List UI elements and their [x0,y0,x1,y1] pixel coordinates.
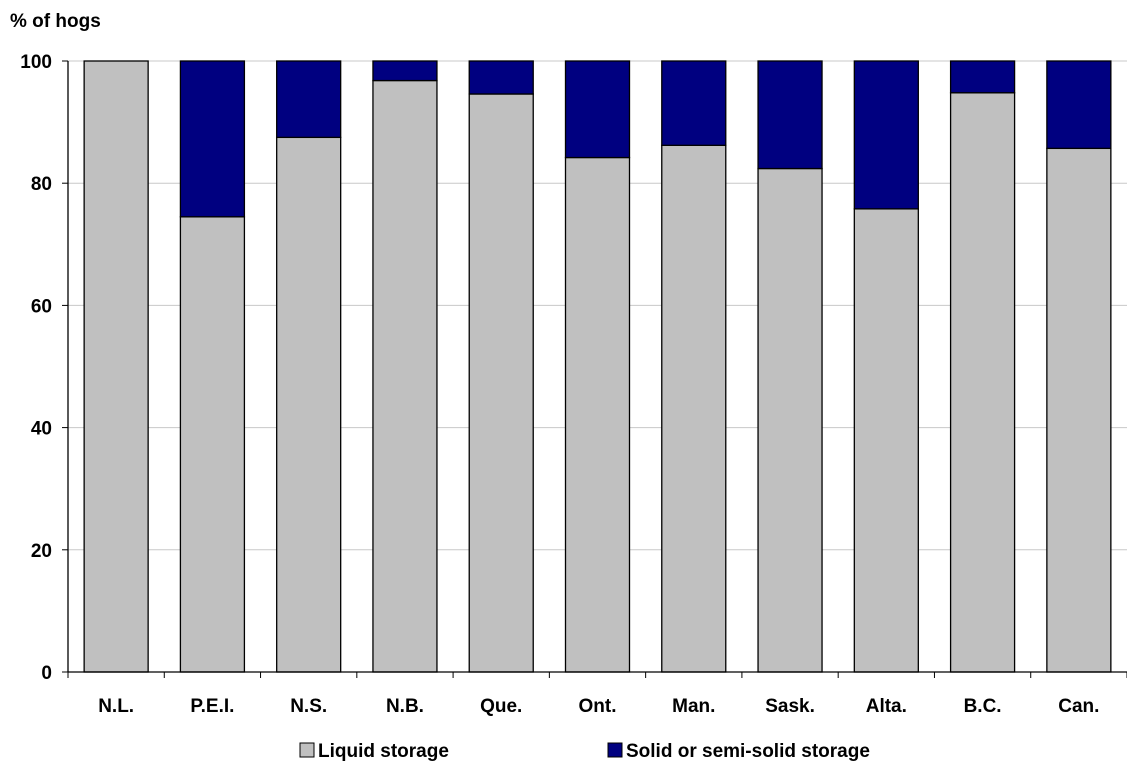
y-tick-labels: 0 20 40 60 80 100 [20,52,52,684]
y-tick-label: 0 [41,663,52,684]
bar-segment [468,93,534,673]
y-tick-label: 40 [31,419,52,440]
legend-swatch [607,742,623,758]
legend-label: Liquid storage [318,741,449,762]
x-tick-label: N.S. [290,696,327,717]
x-tick-labels: N.L. P.E.I. N.S. N.B. Que. Ont. Man. Sask. Alta.… [98,696,1099,717]
bar-segment [179,60,246,218]
bar-segment [564,60,631,159]
y-tick-label: 20 [31,541,52,562]
y-axis-label: % of hogs [10,11,101,32]
bar-segment [1046,60,1112,150]
bar-segment [372,79,438,673]
x-tick-label: P.E.I. [190,696,234,717]
y-tick-label: 100 [20,52,52,73]
legend-label: Solid or semi-solid storage [626,741,870,762]
bar-segment [757,60,823,170]
x-tick-label: Alta. [866,696,907,717]
bar-segment [661,60,727,146]
x-tick-label: N.L. [98,696,134,717]
bar-segment [276,136,342,673]
x-tick-label: B.C. [964,696,1002,717]
axes [67,61,1127,678]
x-tick-label: Ont. [579,696,617,717]
bar-segment [372,60,438,82]
bar-segment [564,156,631,673]
bar-segment [853,208,919,673]
bar-segment [468,60,534,95]
x-tick-label: Man. [672,696,715,717]
y-tick-label: 80 [31,174,52,195]
x-tick-label: N.B. [386,696,424,717]
legend: Liquid storage Solid or semi-solid storag… [299,741,870,762]
bar-segment [179,216,246,673]
bars [83,60,1112,673]
legend-swatch [299,742,315,758]
x-tick-label: Can. [1058,696,1099,717]
bar-segment [853,60,919,210]
bar-segment [276,60,342,139]
bar-segment [661,144,727,673]
bar-segment [949,92,1016,673]
x-tick-label: Sask. [765,696,815,717]
bar-segment [1046,147,1112,673]
bar-segment [949,60,1016,94]
y-tick-label: 60 [31,296,52,317]
x-tick-label: Que. [480,696,522,717]
bar-segment [757,167,823,673]
bar-segment [83,60,149,673]
